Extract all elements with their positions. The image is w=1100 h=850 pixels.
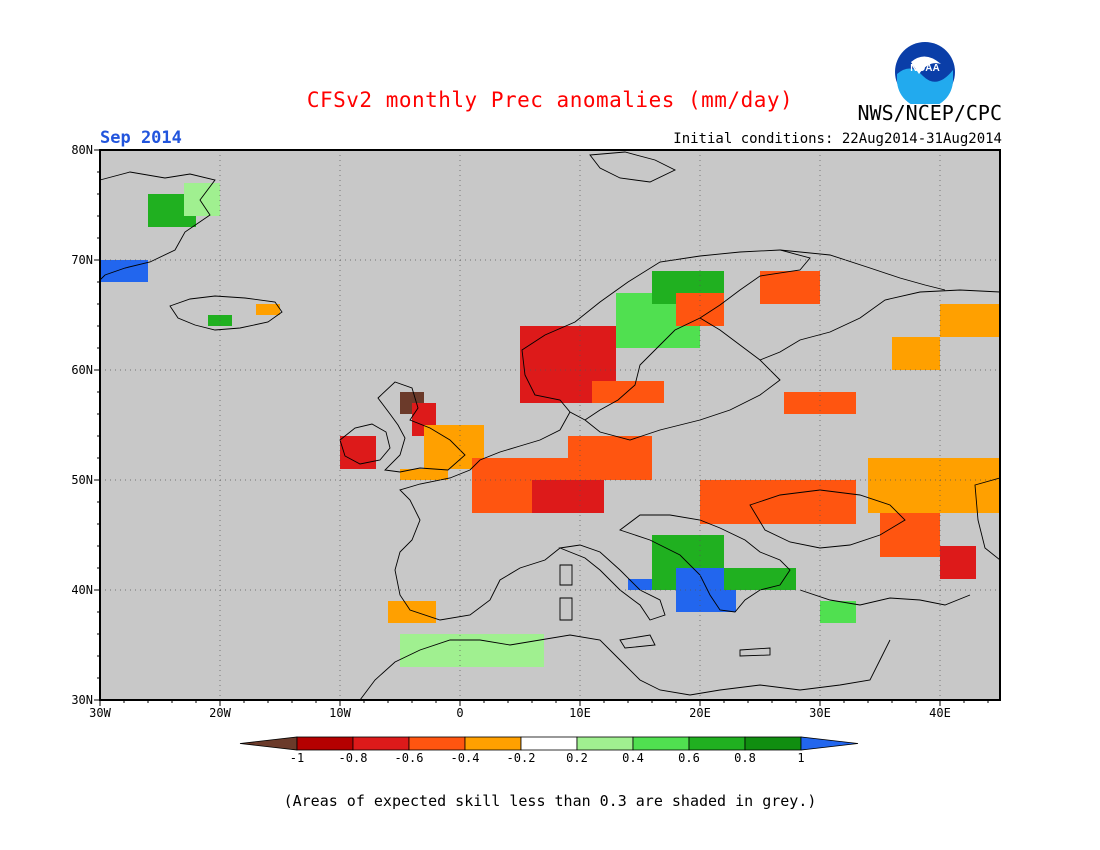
anomaly-cell — [880, 513, 940, 557]
anomaly-cell — [256, 304, 280, 315]
anomaly-cell — [940, 546, 976, 579]
anomaly-cell — [940, 304, 1000, 337]
colorbar-swatch — [520, 736, 578, 751]
colorbar-label: 0.8 — [734, 751, 756, 765]
colorbar-arrow-low — [239, 736, 298, 751]
lon-label: 20W — [209, 706, 231, 720]
colorbar-swatch — [688, 736, 746, 751]
anomaly-cell — [592, 381, 664, 403]
colorbar-label: 0.6 — [678, 751, 700, 765]
noaa-logo: NOAA — [893, 40, 957, 108]
lon-label: 10E — [569, 706, 591, 720]
colorbar-label: 0.4 — [622, 751, 644, 765]
anomaly-cells — [100, 183, 1000, 667]
lon-label: 20E — [689, 706, 711, 720]
lon-label: 10W — [329, 706, 351, 720]
lat-label: 40N — [71, 583, 93, 597]
anomaly-cell — [724, 568, 796, 590]
anomaly-cell — [568, 436, 652, 480]
map-frame — [99, 149, 1001, 701]
forecast-month: Sep 2014 — [100, 128, 182, 148]
lat-label: 50N — [71, 473, 93, 487]
lon-label: 40E — [929, 706, 951, 720]
anomaly-cell — [400, 634, 544, 667]
lon-label: 0 — [456, 706, 464, 720]
lat-label: 70N — [71, 253, 93, 267]
colorbar-swatch — [632, 736, 690, 751]
anomaly-cell — [868, 458, 1000, 513]
lon-label: 30E — [809, 706, 831, 720]
anomaly-cell — [400, 469, 448, 480]
anomaly-cell — [340, 436, 376, 469]
anomaly-cell — [628, 579, 652, 590]
lat-label: 60N — [71, 363, 93, 377]
colorbar-label: 1 — [797, 751, 805, 765]
lat-label: 80N — [71, 143, 93, 157]
map-gridlines — [100, 150, 1000, 700]
colorbar-label: -0.2 — [506, 751, 536, 765]
logo-text: NOAA — [910, 63, 939, 74]
colorbar-swatch — [408, 736, 466, 751]
colorbar-label: -0.8 — [338, 751, 368, 765]
colorbar-swatch — [744, 736, 802, 751]
colorbar-arrow-high — [800, 736, 859, 751]
colorbar-label: 0.2 — [566, 751, 588, 765]
anomaly-cell — [700, 480, 856, 524]
organization-label: NWS/NCEP/CPC — [857, 101, 1003, 125]
colorbar-label: -0.4 — [450, 751, 480, 765]
anomaly-cell — [184, 183, 220, 216]
initial-conditions: Initial conditions: 22Aug2014-31Aug2014 — [673, 131, 1002, 147]
anomaly-cell — [892, 337, 940, 370]
axis-ticks — [94, 149, 989, 706]
anomaly-cell — [532, 480, 604, 513]
colorbar-swatch — [464, 736, 522, 751]
anomaly-cell — [760, 271, 820, 304]
anomaly-cell — [784, 392, 856, 414]
colorbar-label: -1 — [289, 751, 305, 765]
colorbar-swatch — [296, 736, 354, 751]
lon-label: 30W — [89, 706, 111, 720]
anomaly-cell — [388, 601, 436, 623]
anomaly-cell — [820, 601, 856, 623]
map-title: CFSv2 monthly Prec anomalies (mm/day) — [306, 88, 794, 112]
colorbar-swatch — [352, 736, 410, 751]
colorbar-swatch — [576, 736, 634, 751]
colorbar-label: -0.6 — [394, 751, 424, 765]
lat-label: 30N — [71, 693, 93, 707]
skill-note: (Areas of expected skill less than 0.3 a… — [283, 792, 817, 810]
